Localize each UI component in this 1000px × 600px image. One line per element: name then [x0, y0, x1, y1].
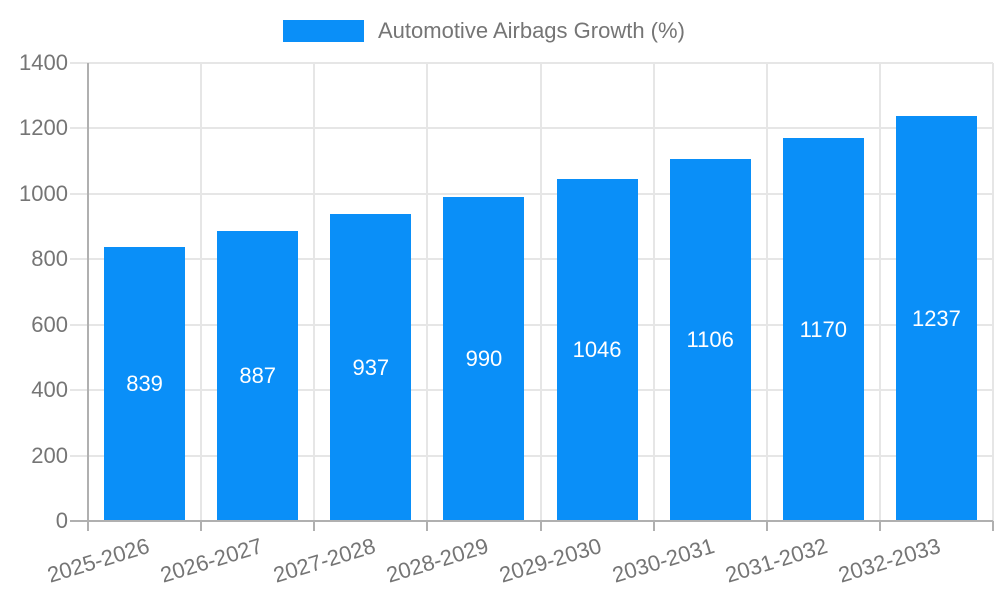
x-axis-tick: [652, 521, 655, 531]
bar[interactable]: [330, 214, 412, 521]
y-tick-label: 1200: [19, 115, 68, 141]
bar-value-label: 1046: [572, 336, 622, 362]
y-gridline: [70, 192, 993, 195]
category-gridline: [765, 63, 768, 521]
y-axis-line: [87, 63, 89, 531]
category-gridline: [878, 63, 881, 521]
x-axis-tick: [878, 521, 881, 531]
bar-value-label: 937: [352, 354, 390, 380]
y-tick-label: 0: [55, 508, 68, 533]
y-tick-label: 1400: [19, 50, 68, 75]
y-gridline: [70, 323, 993, 326]
bar-value-label: 1106: [686, 327, 734, 353]
bar[interactable]: [556, 178, 638, 521]
x-axis-tick: [539, 521, 542, 531]
y-gridline: [70, 389, 993, 392]
bar-value-label: 839: [126, 370, 163, 396]
x-axis-tick: [313, 521, 316, 531]
legend-label[interactable]: Automotive Airbags Growth (%): [378, 18, 685, 43]
x-axis-baseline: [70, 520, 993, 522]
bar-value-label: 1237: [911, 305, 961, 331]
bar-value-label: 887: [239, 362, 277, 388]
bar-value-label: 990: [465, 346, 503, 372]
y-tick-label: 600: [31, 311, 68, 337]
x-axis-tick: [426, 521, 429, 531]
y-gridline: [70, 127, 993, 130]
y-tick-label: 1000: [19, 180, 68, 206]
bar[interactable]: [217, 230, 299, 521]
category-gridline: [992, 63, 994, 521]
legend-swatch[interactable]: [283, 20, 364, 42]
bar[interactable]: [104, 246, 186, 521]
bar[interactable]: [669, 159, 751, 521]
y-gridline: [70, 258, 993, 261]
y-tick-label: 200: [31, 442, 68, 468]
legend: Automotive Airbags Growth (%): [0, 0, 1000, 52]
category-gridline: [539, 63, 542, 521]
x-axis-tick: [992, 521, 994, 531]
bar[interactable]: [443, 197, 525, 521]
x-axis-tick: [200, 521, 203, 531]
x-axis-tick: [765, 521, 768, 531]
bar-value-label: 1170: [799, 316, 847, 342]
category-gridline: [313, 63, 316, 521]
y-tick-label: 800: [31, 246, 68, 272]
y-gridline: [70, 62, 993, 64]
y-gridline: [70, 454, 993, 457]
bar[interactable]: [895, 116, 977, 521]
category-gridline: [652, 63, 655, 521]
y-tick-label: 400: [31, 377, 68, 403]
bar[interactable]: [782, 138, 864, 521]
category-gridline: [200, 63, 203, 521]
category-gridline: [426, 63, 429, 521]
